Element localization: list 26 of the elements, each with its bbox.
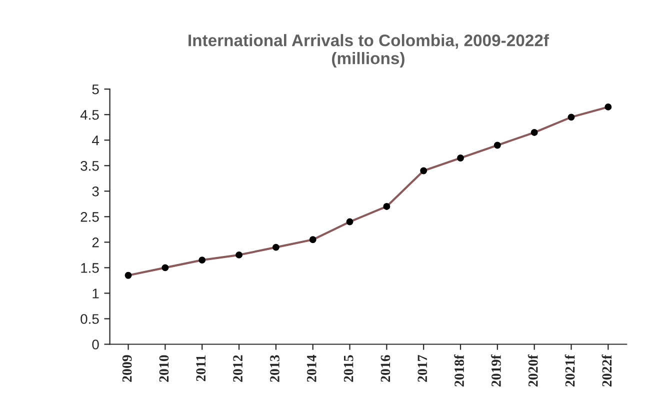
x-tick-label: 2012 — [233, 355, 242, 382]
y-tick-label: 4 — [92, 136, 99, 146]
x-tick-label: 2021f — [564, 354, 575, 386]
x-tick-label: 2016 — [380, 355, 390, 382]
x-tick-label: 2020f — [528, 354, 538, 386]
x-tick-label: 2018f — [454, 354, 464, 386]
y-tick-label: 1.5 — [81, 263, 99, 273]
y-tick-label: 3.5 — [80, 160, 99, 171]
y-tick-label: 4.5 — [80, 110, 99, 120]
x-tick-label: 2022f — [602, 354, 612, 386]
x-tick-label: 2009 — [122, 355, 132, 382]
x-tick-label: 2019f — [490, 354, 501, 386]
y-tick-label: 2.5 — [80, 212, 99, 222]
y-tick-label: 0 — [92, 340, 99, 350]
x-tick-label: 2011 — [196, 355, 206, 382]
y-tick-label: 5 — [92, 84, 99, 94]
y-tick-label: 0.5 — [80, 314, 99, 324]
y-tick-label: 1 — [92, 288, 99, 298]
y-tick-label: 3 — [92, 186, 99, 196]
x-tick-label: 2015 — [344, 355, 354, 382]
y-tick-label: 2 — [92, 238, 99, 248]
x-tick-label: 2013 — [270, 355, 280, 382]
chart-title: International Arrivals to Colombia, 2009-2022f (millions) — [188, 34, 550, 68]
x-tick-label: 2017 — [418, 355, 428, 382]
x-tick-label: 2010 — [159, 355, 169, 382]
x-tick-label: 2014 — [306, 354, 316, 382]
